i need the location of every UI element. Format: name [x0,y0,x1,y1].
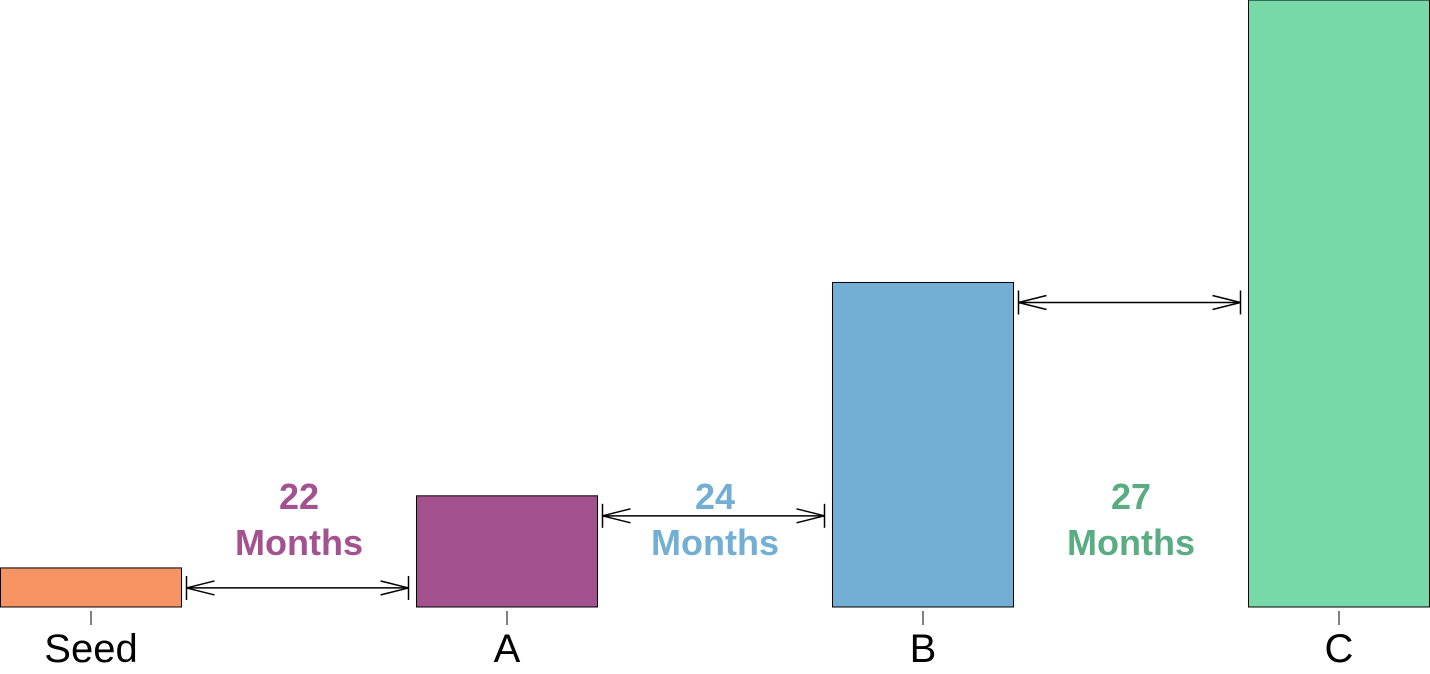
bar-b [832,281,1014,608]
x-tick-label-b: B [910,627,937,671]
gap-number: 27 [1111,476,1151,517]
gap-annotation-2: 24 Months [601,476,826,563]
arrow-head-right [1212,294,1241,311]
x-tick-label-seed: Seed [44,627,137,671]
arrow-head-right [380,580,409,596]
arrow-head-right [796,508,825,524]
gap-annotation-1: 22 Months [185,476,410,600]
gap-number: 22 [279,476,319,517]
x-tick-labels-group: Seed A B C [44,627,1353,671]
arrow-head-left [602,508,631,524]
arrow-head-left [1018,294,1047,311]
bar-seed [0,567,182,608]
bar-c [1248,0,1430,608]
x-tick-label-a: A [494,627,521,671]
gap-unit: Months [235,522,363,563]
gap-annotations-group: 22 Months 24 Months 27 Months [185,290,1242,600]
arrow-head-left [186,580,215,596]
bars-group [0,0,1430,608]
bar-a [416,495,598,608]
gap-number: 24 [695,476,735,517]
gap-unit: Months [1067,522,1195,563]
gap-annotation-3: 27 Months [1017,290,1242,563]
x-tick-label-c: C [1325,627,1354,671]
x-ticks-group [90,611,1340,625]
gap-unit: Months [651,522,779,563]
